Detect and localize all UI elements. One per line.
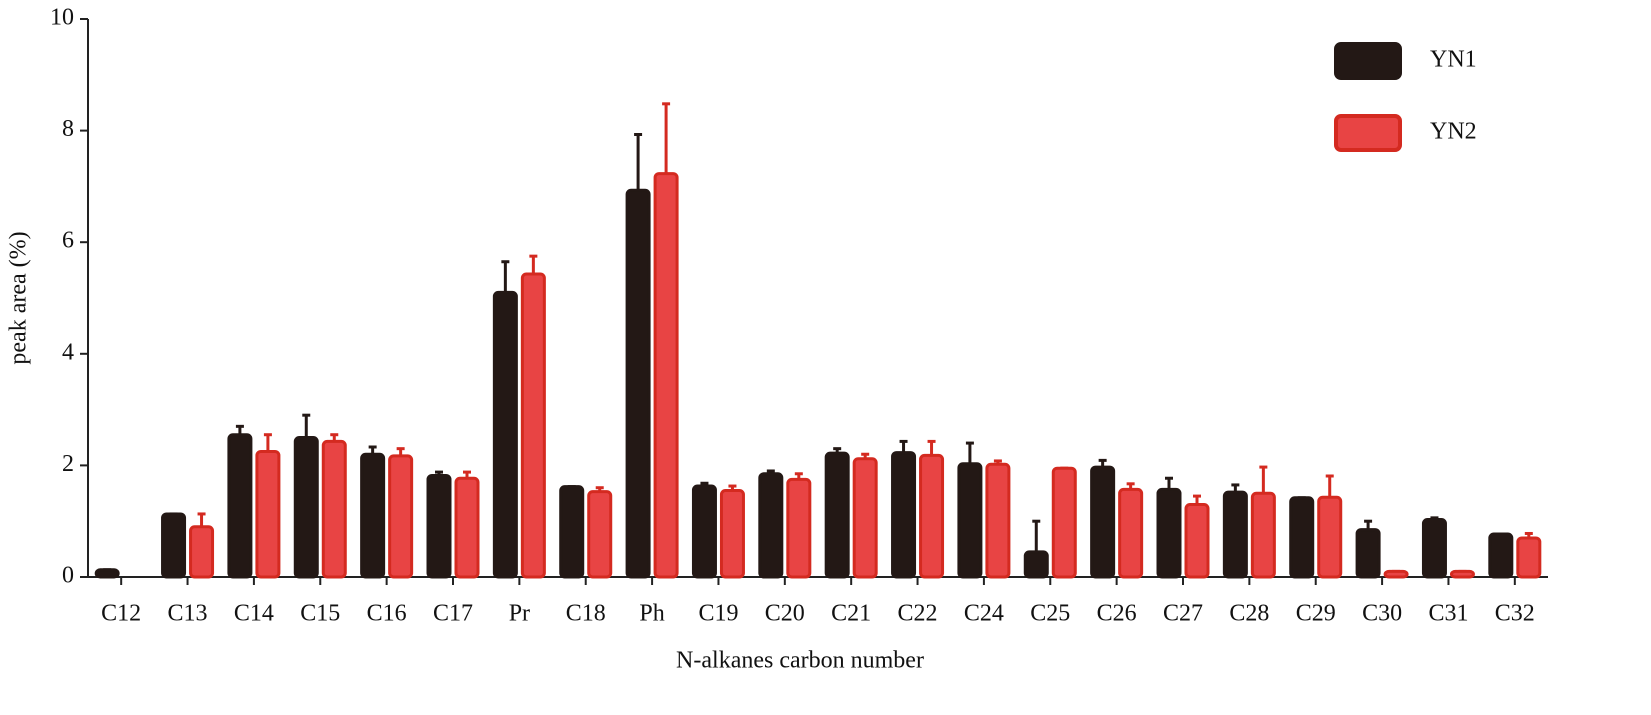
y-axis-label: peak area (%): [6, 231, 32, 364]
y-tick-label: 6: [62, 228, 74, 254]
x-tick-label: C31: [1428, 601, 1468, 627]
y-tick-label: 4: [62, 339, 74, 365]
bar: [1250, 491, 1276, 579]
y-tick-label: 8: [62, 116, 74, 142]
bar: [1156, 487, 1182, 579]
bar: [1317, 495, 1343, 579]
bar: [189, 525, 215, 579]
bar: [161, 512, 187, 579]
x-tick-label: C30: [1362, 601, 1402, 627]
legend-label: YN2: [1430, 119, 1477, 145]
x-tick-label: C29: [1296, 601, 1336, 627]
bar: [1488, 532, 1514, 579]
x-tick-label: C12: [101, 601, 141, 627]
bar: [985, 462, 1011, 579]
bar: [1118, 487, 1144, 579]
x-tick-label: C15: [300, 601, 340, 627]
bar: [719, 489, 745, 579]
x-tick-label: C16: [367, 601, 407, 627]
bar: [426, 473, 452, 579]
x-tick-label: C19: [698, 601, 738, 627]
x-axis-label: N-alkanes carbon number: [676, 648, 924, 674]
bar: [492, 290, 518, 579]
x-tick-label: C26: [1097, 601, 1137, 627]
legend-label: YN1: [1430, 47, 1477, 73]
bar: [852, 457, 878, 579]
bar: [1516, 536, 1542, 579]
bar: [227, 433, 253, 579]
bar: [360, 452, 386, 579]
bar: [1355, 528, 1381, 579]
bar: [691, 484, 717, 579]
bar: [824, 451, 850, 579]
y-tick-label: 0: [62, 563, 74, 589]
x-tick-label: C22: [898, 601, 938, 627]
x-tick-label: C17: [433, 601, 473, 627]
bar: [1051, 466, 1077, 579]
bar: [786, 477, 812, 579]
bar: [293, 436, 319, 579]
legend-swatch: [1334, 42, 1402, 80]
bar: [1289, 496, 1315, 579]
bar: [255, 449, 281, 579]
y-tick-label: 2: [62, 451, 74, 477]
x-tick-label: Pr: [509, 601, 530, 627]
x-tick-label: C32: [1495, 601, 1535, 627]
x-tick-label: C27: [1163, 601, 1203, 627]
bar: [559, 485, 585, 579]
bar: [1383, 569, 1409, 579]
x-tick-label: Ph: [639, 601, 664, 627]
x-tick-label: C28: [1229, 601, 1269, 627]
x-tick-label: C21: [831, 601, 871, 627]
bar: [1090, 465, 1116, 579]
bar: [1184, 502, 1210, 579]
bar: [321, 439, 347, 579]
bar: [454, 476, 480, 579]
legend-swatch: [1334, 114, 1402, 152]
y-tick-label: 10: [50, 5, 74, 31]
bar: [919, 453, 945, 579]
x-tick-label: C25: [1030, 601, 1070, 627]
bar: [957, 462, 983, 579]
bar: [1449, 569, 1475, 579]
bar: [94, 568, 120, 579]
bar: [388, 454, 414, 579]
bar: [520, 272, 546, 579]
x-tick-label: C24: [964, 601, 1004, 627]
bar: [758, 472, 784, 579]
x-tick-label: C18: [566, 601, 606, 627]
bar: [625, 188, 651, 579]
bar: [891, 451, 917, 579]
bar: [1023, 550, 1049, 579]
x-tick-label: C13: [168, 601, 208, 627]
bar: [1421, 518, 1447, 579]
x-tick-label: C20: [765, 601, 805, 627]
x-tick-label: C14: [234, 601, 274, 627]
bar: [1222, 490, 1248, 579]
bar: [587, 490, 613, 579]
bar: [653, 172, 679, 579]
